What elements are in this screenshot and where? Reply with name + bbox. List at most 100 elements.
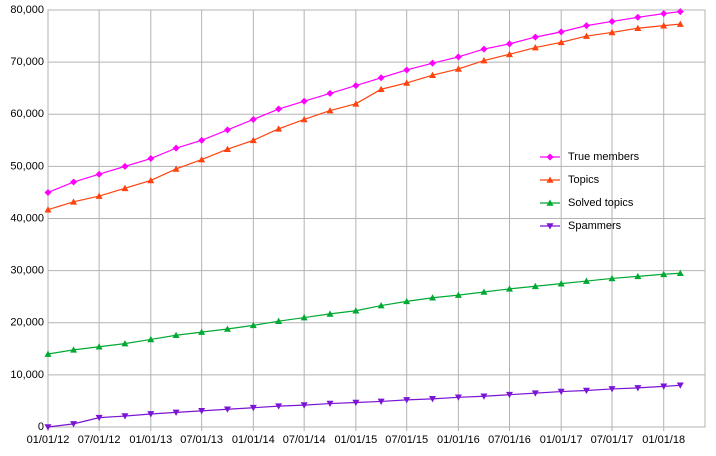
data-point [300,314,308,321]
x-tick-label: 01/01/15 [334,434,377,446]
data-point [275,403,283,410]
legend-marker [546,199,554,206]
data-point [249,115,257,123]
x-tick-label: 07/01/15 [385,434,428,446]
x-tick-label: 07/01/16 [488,434,531,446]
data-point [352,399,360,407]
series-line [47,384,681,428]
data-point [531,44,539,51]
data-point [249,404,257,412]
data-point [634,13,642,21]
data-point [198,136,206,144]
y-tick-label: 60,000 [10,108,44,120]
x-tick-label: 01/01/13 [129,434,172,446]
data-point [480,288,488,295]
data-point [403,79,411,86]
data-point [147,155,155,163]
y-tick-label: 50,000 [10,160,44,172]
data-point [582,32,590,39]
data-point [275,125,283,132]
data-point [147,335,155,343]
y-tick-label: 40,000 [10,212,44,224]
x-tick-label: 01/01/16 [437,434,480,446]
data-point [454,65,462,72]
data-point [429,59,437,67]
data-point [95,192,103,199]
data-point [352,82,360,90]
data-point [172,165,180,172]
data-point [506,391,514,399]
data-point [608,274,616,282]
data-point [403,66,411,74]
data-point [300,97,308,105]
data-point [249,136,257,144]
data-point [480,57,488,64]
x-tick-label: 01/01/17 [540,434,583,446]
x-tick-label: 07/01/14 [283,434,326,446]
data-point [70,178,78,186]
data-point [377,302,385,309]
data-point [531,282,539,290]
data-point [608,17,616,25]
data-point [608,386,616,393]
data-point [480,393,488,400]
data-point [172,409,180,416]
y-tick-label: 10,000 [10,369,44,381]
data-point [70,346,78,353]
data-point [147,176,155,184]
data-point [634,385,642,392]
data-point [660,22,668,29]
data-point [403,397,411,404]
data-point [377,398,385,405]
data-point [44,188,52,196]
data-point [44,424,52,431]
x-tick-label: 07/01/13 [180,434,223,446]
data-point [352,100,360,107]
legend-label: Solved topics [568,197,634,209]
data-point [70,421,78,428]
data-point [300,402,308,409]
data-point [223,126,231,134]
data-point [326,89,334,97]
x-tick-label: 07/01/17 [591,434,634,446]
legend-label: Spammers [568,220,622,232]
data-point [95,343,103,350]
data-point [557,28,565,36]
data-point [198,408,206,415]
data-point [147,411,155,418]
data-point [121,184,129,192]
data-point [676,8,684,16]
data-point [223,325,231,332]
x-tick-label: 01/01/14 [232,434,275,446]
data-point [582,277,590,284]
data-point [660,270,668,278]
data-point [121,340,129,347]
data-point [676,20,684,27]
data-point [275,317,283,324]
data-point [531,390,539,397]
data-point [429,396,437,403]
data-point [557,38,565,46]
data-point [326,310,334,317]
data-point [198,328,206,335]
legend-marker [546,223,554,230]
data-point [557,280,565,287]
series-line [47,23,681,211]
data-point [44,350,52,357]
x-tick-label: 07/01/12 [78,434,121,446]
data-point [121,162,129,170]
data-point [352,307,360,314]
data-point [582,387,590,395]
data-point [454,291,462,298]
data-point [429,294,437,301]
data-point [660,10,668,18]
data-point [70,198,78,205]
data-point [506,40,514,48]
y-tick-label: 30,000 [10,265,44,277]
data-point [480,45,488,53]
data-point [95,414,103,422]
data-point [223,406,231,413]
data-point [326,400,334,408]
